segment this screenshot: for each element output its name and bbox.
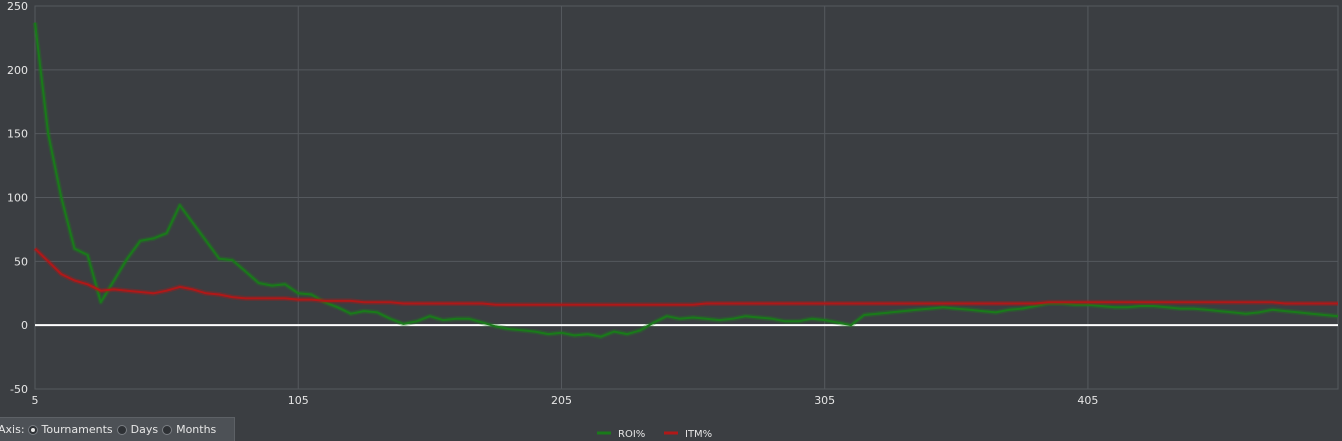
y-tick-label: -50 [10, 383, 28, 396]
axis-option-days-label: Days [130, 423, 159, 436]
y-tick-label: 0 [21, 319, 28, 332]
series-line-itm [34, 247, 1338, 306]
series-lines [32, 22, 1339, 340]
axis-option-days[interactable]: Days [116, 423, 159, 436]
y-tick-label: 100 [7, 192, 28, 205]
axis-selector-panel: Axis: Tournaments Days Months [0, 417, 235, 441]
x-tick-label: 205 [551, 394, 572, 407]
y-tick-label: 150 [7, 128, 28, 141]
axis-selector-title: Axis: [0, 423, 25, 436]
axis-option-tournaments-label: Tournaments [41, 423, 113, 436]
x-axis-ticks: 5 105 205 305 405 [32, 394, 1099, 407]
legend[interactable]: ROI% ITM% [597, 429, 712, 440]
radio-days[interactable] [116, 424, 127, 435]
legend-label-roi: ROI% [618, 429, 645, 440]
axis-option-months-label: Months [176, 423, 217, 436]
x-tick-label: 5 [32, 394, 39, 407]
radio-tournaments[interactable] [27, 424, 38, 435]
radio-months[interactable] [162, 424, 173, 435]
y-tick-label: 250 [7, 0, 28, 13]
y-axis-ticks: 250 200 150 100 50 0 -50 [7, 0, 28, 396]
y-tick-label: 200 [7, 64, 28, 77]
x-tick-label: 405 [1077, 394, 1098, 407]
axis-option-tournaments[interactable]: Tournaments [27, 423, 113, 436]
y-tick-label: 50 [14, 255, 28, 268]
x-tick-label: 105 [288, 394, 309, 407]
series-line-roi [34, 22, 1339, 338]
grid-lines [34, 5, 1339, 390]
legend-label-itm: ITM% [685, 429, 712, 440]
axis-option-months[interactable]: Months [162, 423, 216, 436]
x-tick-label: 305 [814, 394, 835, 407]
